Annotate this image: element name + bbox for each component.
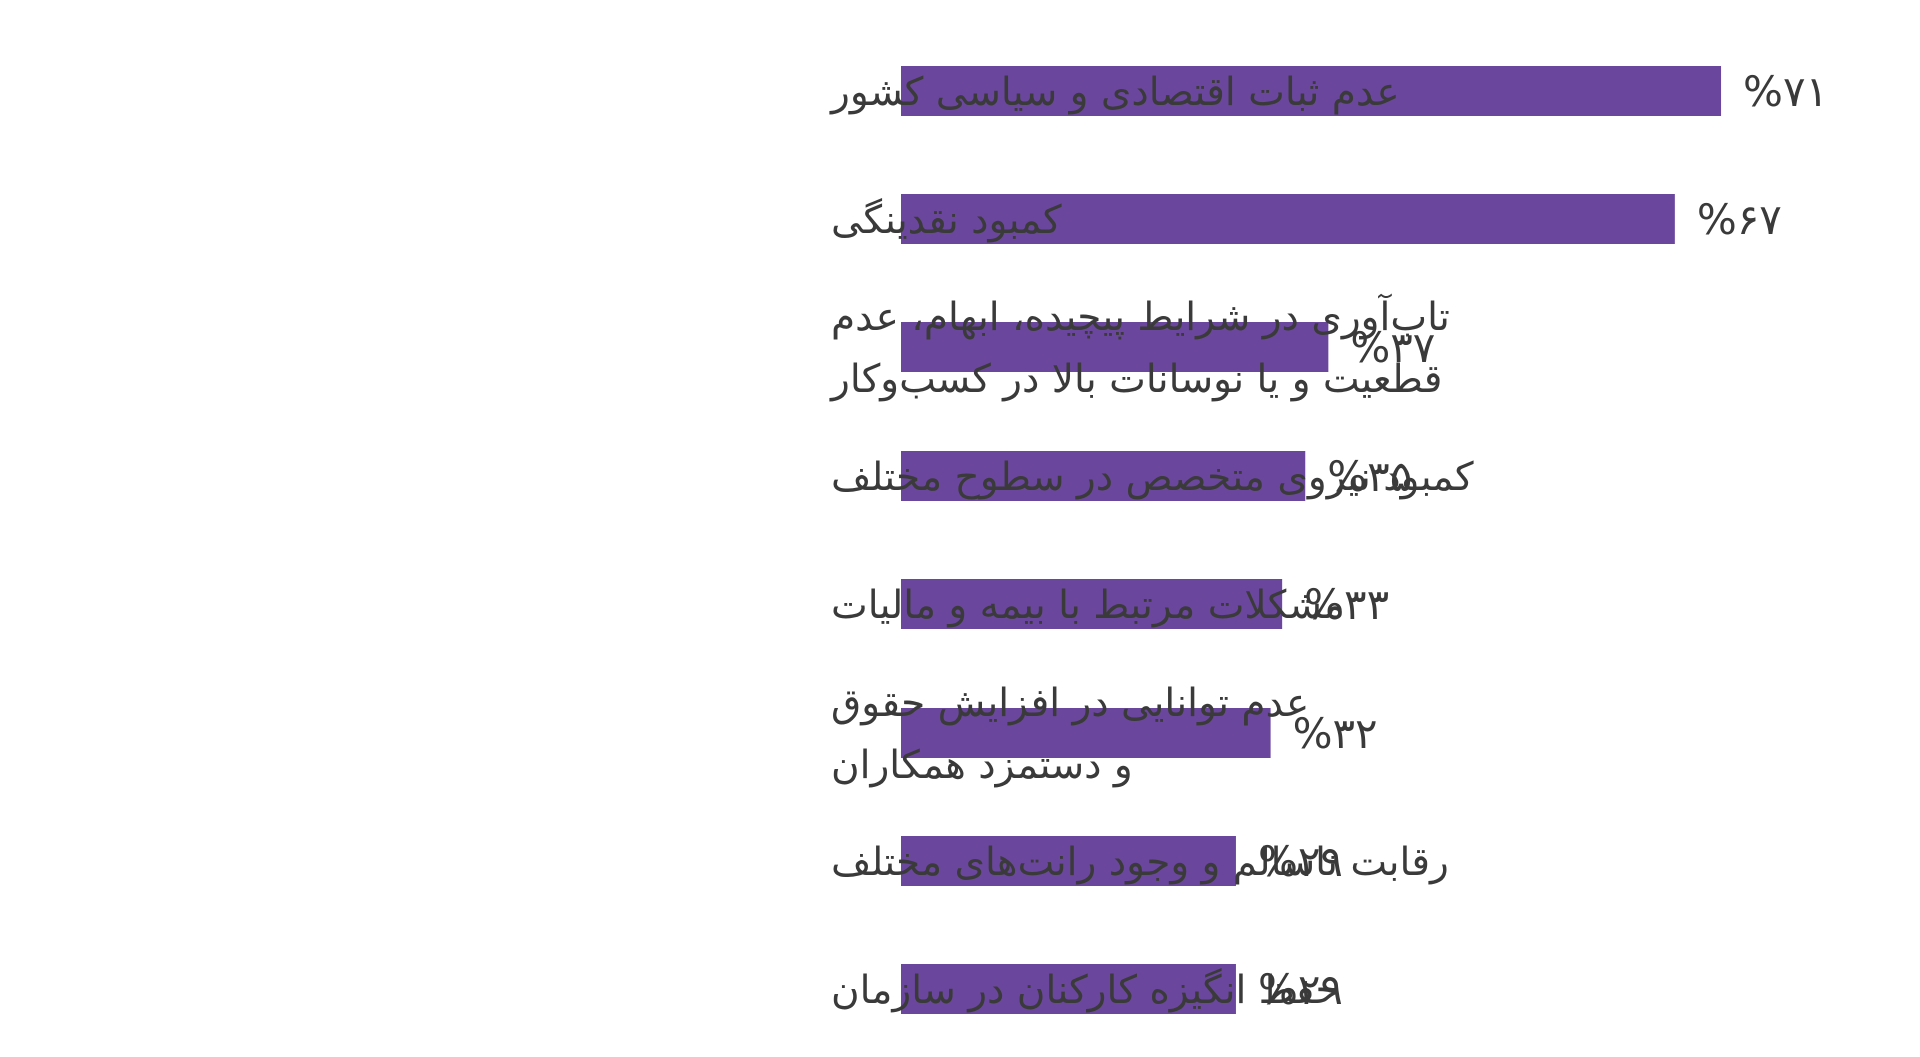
bar-3	[901, 451, 1306, 501]
category-label-1: کمبود نقدینگی	[831, 198, 1062, 243]
bar-6	[901, 836, 1236, 886]
category-label-4: مشکلات مرتبط با بیمه و مالیات	[831, 583, 1345, 628]
category-label-0: عدم ثبات اقتصادی و سیاسی کشور	[829, 70, 1400, 115]
bar-5	[901, 708, 1271, 758]
category-label-5-line-1: و دستمزد همکاران	[831, 743, 1133, 788]
bar-7	[901, 964, 1236, 1014]
value-label-4: %۳۳	[1304, 580, 1389, 629]
value-label-1: %۶۷	[1697, 195, 1782, 244]
value-label-0: %۷۱	[1743, 67, 1828, 116]
category-label-3: کمبود نیروی متخصص در سطوح مختلف	[831, 455, 1474, 500]
bar-4	[901, 579, 1283, 629]
bar-2	[901, 322, 1329, 372]
category-label-2-line-0: تاب‌آوری در شرایط پیچیده، ابهام، عدم	[831, 293, 1450, 340]
category-label-7: حفظ انگیزه کارکنان در سازمان	[831, 968, 1340, 1013]
bar-0	[901, 66, 1722, 116]
category-label-5-line-0: عدم توانایی در افزایش حقوق	[831, 681, 1309, 726]
value-label-2: %۳۷	[1350, 323, 1435, 372]
category-label-6: رقابت ناسالم و وجود رانت‌های مختلف	[831, 840, 1449, 885]
bar-1	[901, 194, 1675, 244]
value-label-5: %۳۲	[1293, 709, 1378, 758]
value-label-7: %۲۹	[1258, 965, 1343, 1014]
value-label-3: %۳۵	[1327, 452, 1412, 501]
value-label-6: %۲۹	[1258, 837, 1343, 886]
category-label-2-line-1: قطعیت و یا نوسانات بالا در کسب‌وکار	[829, 357, 1442, 402]
